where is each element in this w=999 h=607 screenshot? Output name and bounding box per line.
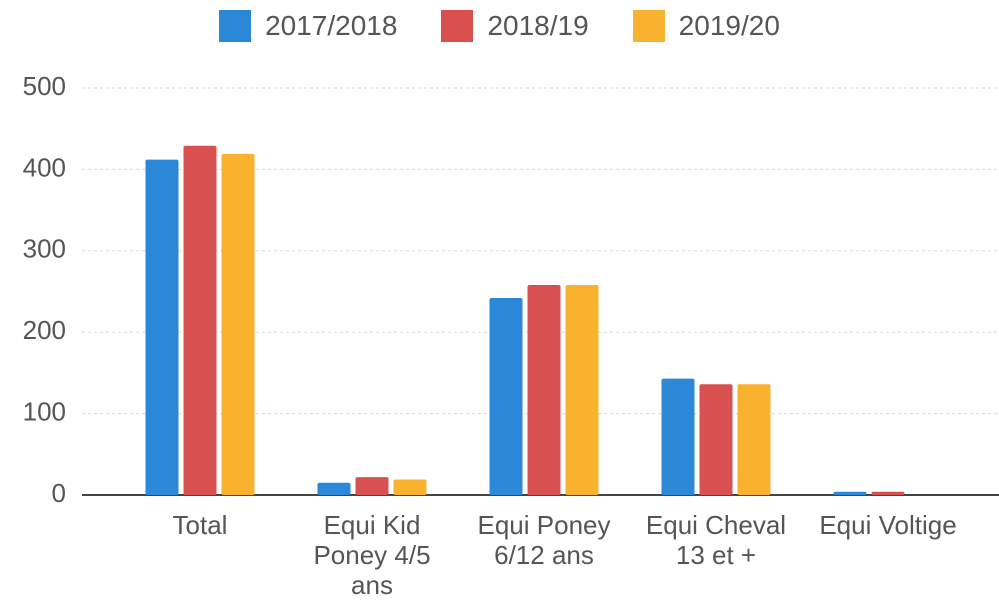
legend-item: 2017/2018 bbox=[219, 10, 397, 42]
x-tick-label: Equi Poney 6/12 ans bbox=[477, 510, 611, 570]
bar bbox=[221, 153, 255, 495]
bar bbox=[833, 491, 867, 495]
legend-label: 2018/19 bbox=[487, 10, 589, 41]
bar bbox=[871, 491, 905, 495]
bar bbox=[393, 479, 427, 495]
legend-label: 2019/20 bbox=[678, 10, 780, 41]
legend: 2017/2018 2018/19 2019/20 bbox=[0, 10, 999, 42]
bar bbox=[145, 159, 179, 495]
y-tick-label: 0 bbox=[52, 478, 66, 508]
x-tick-label: Equi Kid Poney 4/5 ans bbox=[313, 510, 431, 600]
x-tick-label: Equi Cheval 13 et + bbox=[645, 510, 787, 570]
legend-item: 2019/20 bbox=[632, 10, 780, 42]
bar bbox=[661, 378, 695, 495]
bar bbox=[355, 477, 389, 495]
legend-swatch bbox=[632, 10, 665, 42]
y-tick-label: 300 bbox=[23, 234, 66, 264]
y-tick-label: 100 bbox=[23, 396, 66, 426]
y-tick-label: 200 bbox=[23, 315, 66, 345]
bar bbox=[317, 482, 351, 495]
x-tick-label: Total bbox=[172, 510, 228, 540]
legend-label: 2017/2018 bbox=[265, 10, 398, 41]
bar bbox=[565, 284, 599, 495]
y-tick-label: 500 bbox=[23, 71, 66, 101]
bar bbox=[699, 384, 733, 495]
x-tick-label: Equi Voltige bbox=[819, 510, 957, 540]
legend-swatch bbox=[219, 10, 252, 42]
legend-swatch bbox=[441, 10, 474, 42]
y-tick-label: 400 bbox=[23, 152, 66, 182]
bar bbox=[183, 145, 217, 495]
legend-item: 2018/19 bbox=[441, 10, 589, 42]
bar bbox=[527, 284, 561, 495]
bar bbox=[489, 298, 523, 495]
bar bbox=[737, 384, 771, 495]
